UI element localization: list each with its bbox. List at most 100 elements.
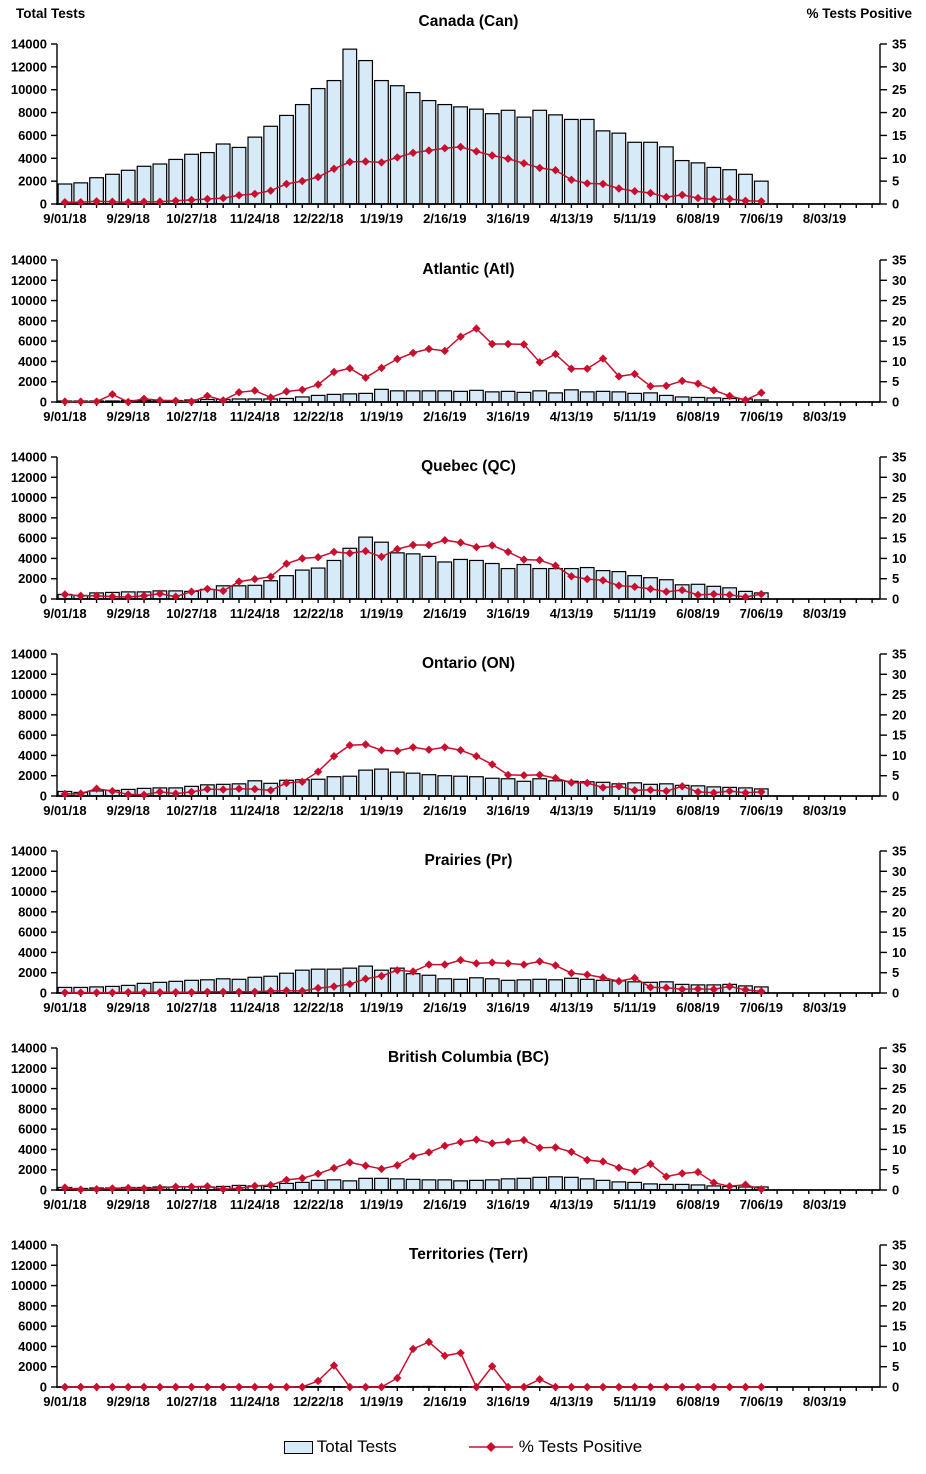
svg-text:12/22/18: 12/22/18: [293, 1000, 344, 1015]
svg-text:2/16/19: 2/16/19: [423, 1394, 466, 1409]
svg-text:6/08/19: 6/08/19: [676, 803, 719, 818]
svg-text:30: 30: [892, 667, 906, 682]
svg-text:10: 10: [892, 1339, 906, 1354]
svg-text:12/22/18: 12/22/18: [293, 1394, 344, 1409]
svg-text:2/16/19: 2/16/19: [423, 1197, 466, 1212]
svg-text:6/08/19: 6/08/19: [676, 1000, 719, 1015]
svg-text:1/19/19: 1/19/19: [360, 1197, 403, 1212]
line-diamond-marker-icon: [468, 1442, 513, 1452]
svg-text:30: 30: [892, 470, 906, 485]
svg-text:25: 25: [892, 884, 906, 899]
svg-text:10/27/18: 10/27/18: [166, 1000, 217, 1015]
svg-text:5: 5: [892, 1162, 899, 1177]
svg-text:6000: 6000: [18, 128, 47, 143]
svg-text:% Tests Positive: % Tests Positive: [806, 6, 912, 21]
svg-text:Territories (Terr): Territories (Terr): [409, 1246, 528, 1263]
svg-text:6/08/19: 6/08/19: [676, 1197, 719, 1212]
svg-text:12000: 12000: [11, 59, 47, 74]
svg-text:10000: 10000: [11, 82, 47, 97]
svg-text:9/29/18: 9/29/18: [107, 1000, 150, 1015]
svg-text:Atlantic (Atl): Atlantic (Atl): [422, 261, 514, 278]
svg-text:9/29/18: 9/29/18: [107, 1197, 150, 1212]
axis-tick-labels: 14000 12000 10000 8000 6000 4000 2000 0 35 30 25 20…: [11, 647, 907, 819]
svg-text:25: 25: [892, 687, 906, 702]
svg-text:12/22/18: 12/22/18: [293, 409, 344, 424]
legend-label-total-tests: Total Tests: [316, 1437, 397, 1456]
svg-text:8000: 8000: [18, 510, 47, 525]
svg-text:9/01/18: 9/01/18: [43, 803, 86, 818]
svg-text:10: 10: [892, 551, 906, 566]
chart-title-british-columbia-bc: British Columbia (BC): [388, 1049, 549, 1066]
bar-swatch-icon: [283, 1440, 313, 1454]
svg-text:1/19/19: 1/19/19: [360, 211, 403, 226]
svg-text:4/13/19: 4/13/19: [550, 1000, 593, 1015]
svg-text:10: 10: [892, 354, 906, 369]
svg-text:15: 15: [892, 128, 906, 143]
axes: [51, 850, 887, 997]
svg-text:5/11/19: 5/11/19: [613, 1000, 656, 1015]
svg-text:0: 0: [892, 1380, 899, 1395]
svg-text:0: 0: [892, 395, 899, 410]
svg-text:8/03/19: 8/03/19: [803, 211, 846, 226]
svg-text:3/16/19: 3/16/19: [486, 606, 529, 621]
svg-text:Total Tests: Total Tests: [16, 6, 85, 21]
axes: [51, 456, 887, 603]
chart-atlantic-atl: Atlantic (Atl) 14000 12000 10000 8000 6000 400…: [0, 240, 926, 437]
svg-text:12000: 12000: [11, 864, 47, 879]
svg-text:0: 0: [40, 789, 47, 804]
svg-text:8000: 8000: [18, 1298, 47, 1313]
svg-text:15: 15: [892, 334, 906, 349]
svg-text:4/13/19: 4/13/19: [550, 211, 593, 226]
axis-headers: Total Tests % Tests Positive: [16, 6, 912, 21]
svg-text:5/11/19: 5/11/19: [613, 409, 656, 424]
svg-text:8/03/19: 8/03/19: [803, 803, 846, 818]
svg-text:Canada (Can): Canada (Can): [419, 13, 519, 30]
svg-text:2/16/19: 2/16/19: [423, 803, 466, 818]
axes: [51, 1244, 887, 1391]
svg-text:2/16/19: 2/16/19: [423, 1000, 466, 1015]
svg-text:1/19/19: 1/19/19: [360, 1000, 403, 1015]
svg-text:15: 15: [892, 728, 906, 743]
svg-text:20: 20: [892, 1101, 906, 1116]
svg-text:6/08/19: 6/08/19: [676, 211, 719, 226]
chart-british-columbia-bc: British Columbia (BC) 14000 12000 10000 8000…: [0, 1028, 926, 1225]
svg-text:3/16/19: 3/16/19: [486, 1000, 529, 1015]
svg-text:9/01/18: 9/01/18: [43, 1394, 86, 1409]
pct-positive-line: [60, 142, 766, 207]
svg-text:11/24/18: 11/24/18: [230, 1394, 280, 1409]
svg-text:0: 0: [40, 1380, 47, 1395]
charts-container: Total Tests % Tests Positive Canada (Can) 1…: [0, 6, 926, 1410]
svg-text:35: 35: [892, 253, 906, 268]
svg-text:6000: 6000: [18, 728, 47, 743]
axis-tick-labels: 14000 12000 10000 8000 6000 4000 2000 0 35 30 25 20…: [11, 1041, 907, 1213]
svg-text:8000: 8000: [18, 105, 47, 120]
svg-text:7/06/19: 7/06/19: [740, 606, 783, 621]
svg-text:10/27/18: 10/27/18: [166, 1394, 217, 1409]
svg-text:4000: 4000: [18, 1142, 47, 1157]
svg-text:7/06/19: 7/06/19: [740, 803, 783, 818]
svg-text:4/13/19: 4/13/19: [550, 1197, 593, 1212]
svg-text:4/13/19: 4/13/19: [550, 409, 593, 424]
svg-text:10/27/18: 10/27/18: [166, 211, 217, 226]
axis-tick-labels: 14000 12000 10000 8000 6000 4000 2000 0 35 30 25 20…: [11, 1238, 907, 1410]
svg-text:14000: 14000: [11, 37, 47, 52]
svg-text:9/29/18: 9/29/18: [107, 803, 150, 818]
svg-text:15: 15: [892, 925, 906, 940]
svg-text:3/16/19: 3/16/19: [486, 803, 529, 818]
chart-ontario-on: Ontario (ON) 14000 12000 10000 8000 6000 4000 2…: [0, 634, 926, 831]
svg-text:9/01/18: 9/01/18: [43, 1197, 86, 1212]
svg-text:30: 30: [892, 1061, 906, 1076]
svg-text:10000: 10000: [11, 1278, 47, 1293]
svg-text:12/22/18: 12/22/18: [293, 803, 344, 818]
svg-text:7/06/19: 7/06/19: [740, 1000, 783, 1015]
svg-text:3/16/19: 3/16/19: [486, 409, 529, 424]
svg-text:10000: 10000: [11, 1081, 47, 1096]
svg-text:20: 20: [892, 707, 906, 722]
axes: [51, 653, 887, 800]
svg-text:5/11/19: 5/11/19: [613, 803, 656, 818]
svg-text:9/01/18: 9/01/18: [43, 409, 86, 424]
svg-text:3/16/19: 3/16/19: [486, 1197, 529, 1212]
svg-text:25: 25: [892, 293, 906, 308]
svg-text:11/24/18: 11/24/18: [230, 1000, 280, 1015]
